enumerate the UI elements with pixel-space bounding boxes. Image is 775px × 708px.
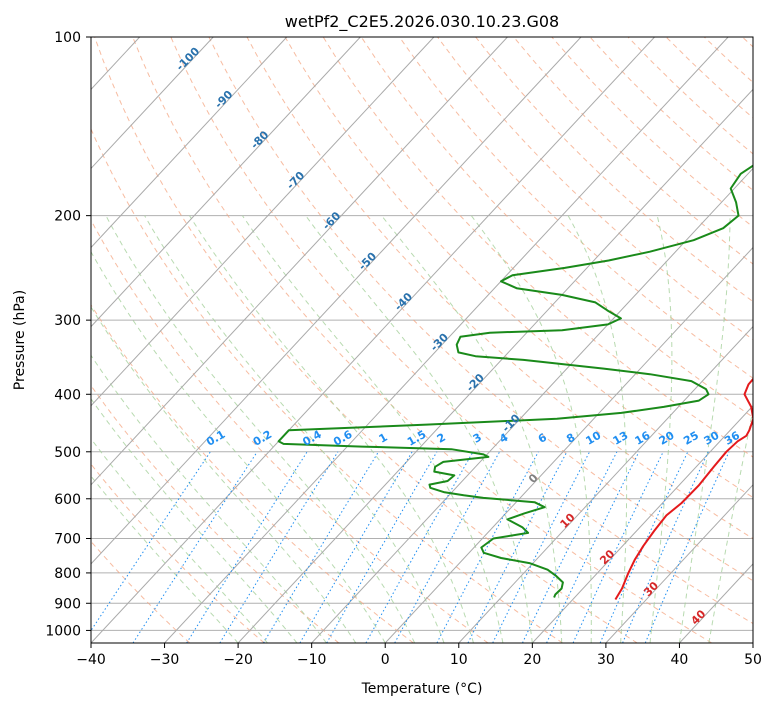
x-tick-label: −20 <box>223 652 253 668</box>
isotherm-line <box>91 37 361 328</box>
moist-adiabat <box>91 250 386 643</box>
dry-adiabat <box>475 37 753 303</box>
mixing-ratio-line <box>365 451 474 643</box>
mixing-ratio-line <box>522 451 618 643</box>
moist-adiabat <box>91 438 268 643</box>
chart-title: wetPf2_C2E5.2026.030.10.23.G08 <box>285 12 559 32</box>
y-tick-label: 200 <box>54 209 81 225</box>
isotherm-line <box>91 37 288 249</box>
isotherm-line <box>91 37 214 170</box>
isotherm-line <box>91 37 582 565</box>
mixing-ratio-line <box>436 451 539 643</box>
y-tick-label: 300 <box>54 313 81 329</box>
isotherm-line <box>91 37 508 486</box>
dewpoint-profile-line <box>277 164 753 598</box>
moist-adiabat <box>91 398 298 643</box>
x-tick-label: 30 <box>597 652 615 668</box>
isotherm-line <box>605 484 753 643</box>
dry-adiabat <box>437 37 753 341</box>
y-tick-label: 1000 <box>45 623 81 639</box>
x-tick-label: −10 <box>297 652 327 668</box>
moist-adiabat <box>105 215 416 643</box>
isotherm-line <box>531 404 753 643</box>
moist-adiabat <box>91 306 357 643</box>
y-tick-label: 700 <box>54 532 81 548</box>
moist-adiabat <box>470 215 592 643</box>
y-tick-label: 800 <box>54 566 81 582</box>
y-tick-label: 600 <box>54 492 81 508</box>
mixing-ratio-line <box>644 451 730 643</box>
isotherm-line <box>164 37 729 643</box>
dry-adiabat <box>322 37 753 458</box>
y-tick-label: 900 <box>54 596 81 612</box>
y-tick-label: 100 <box>54 30 81 46</box>
isotherm-line <box>458 325 753 643</box>
moist-adiabat <box>241 215 504 643</box>
mixing-ratio-line <box>91 451 211 632</box>
mixing-ratio-line <box>263 451 379 643</box>
moist-adiabat <box>567 215 628 643</box>
dry-adiabat <box>94 37 638 643</box>
mixing-ratio-line <box>622 451 709 643</box>
moist-adiabat <box>305 215 533 643</box>
dry-adiabat <box>91 463 265 643</box>
moist-adiabat <box>381 215 563 643</box>
dry-adiabat <box>132 37 713 643</box>
x-tick-label: 10 <box>450 652 468 668</box>
x-tick-label: −40 <box>76 652 106 668</box>
moist-adiabat <box>708 407 753 643</box>
isotherm-line <box>91 37 435 407</box>
moist-adiabat <box>678 215 731 643</box>
moist-adiabat <box>189 215 474 643</box>
isotherm-line <box>384 246 753 643</box>
x-tick-label: −30 <box>150 652 180 668</box>
dry-adiabat <box>91 127 563 643</box>
isotherm-line <box>311 167 753 643</box>
moist-adiabat <box>649 215 673 643</box>
mixing-ratio-line <box>394 451 501 643</box>
dry-adiabat <box>170 37 753 625</box>
x-axis-ticks: −40 −30 −20 −10 0 10 20 30 40 50 <box>76 643 762 668</box>
plot-frame <box>90 36 754 644</box>
isotherm-line <box>91 37 655 643</box>
x-axis-label: Temperature (°C) <box>361 681 483 697</box>
x-tick-label: 40 <box>671 652 689 668</box>
x-tick-label: 0 <box>381 652 390 668</box>
dry-adiabat <box>91 219 489 643</box>
y-tick-label: 500 <box>54 445 81 461</box>
moist-adiabat <box>91 354 327 643</box>
isotherm-line <box>237 88 753 643</box>
x-tick-label: 50 <box>744 652 762 668</box>
y-axis-label: Pressure (hPa) <box>12 290 28 390</box>
dry-adiabat <box>360 37 753 418</box>
mixing-ratio-line <box>186 451 308 643</box>
background-grid <box>91 37 753 643</box>
x-tick-label: 20 <box>523 652 541 668</box>
y-tick-label: 400 <box>54 387 81 403</box>
y-axis-ticks: 100 200 300 400 500 600 700 800 900 1000 <box>45 30 91 639</box>
moist-adiabat <box>144 215 445 643</box>
mixing-ratio-line <box>132 451 258 643</box>
dry-adiabat <box>208 37 753 582</box>
